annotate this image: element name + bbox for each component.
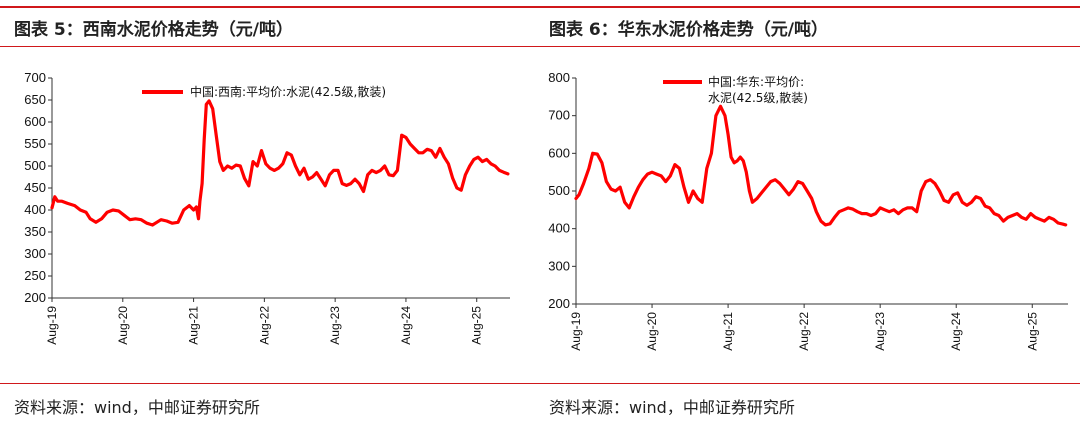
x-tick-label: Aug-25 [1025, 312, 1039, 351]
top-rule [0, 6, 535, 8]
chart-title: 图表 6：华东水泥价格走势（元/吨） [549, 20, 828, 40]
y-tick-label: 600 [24, 114, 46, 129]
source-rule [535, 383, 1080, 384]
x-tick-label: Aug-21 [721, 312, 735, 351]
y-tick-label: 550 [24, 136, 46, 151]
y-tick-label: 250 [24, 268, 46, 283]
title-rule [535, 46, 1080, 47]
x-tick-label: Aug-24 [949, 312, 963, 351]
source-note: 资料来源：wind，中邮证券研究所 [14, 398, 260, 417]
right-chart-panel: 图表 6：华东水泥价格走势（元/吨） 200 300 400 500 600 700 800… [535, 0, 1080, 434]
y-tick-label: 300 [548, 258, 570, 273]
legend-label: 中国:西南:平均价:水泥(42.5级,散装) [190, 84, 386, 99]
x-tick-label: Aug-19 [569, 312, 583, 351]
y-tick-label: 350 [24, 224, 46, 239]
y-tick-label: 500 [24, 158, 46, 173]
y-tick-label: 800 [548, 70, 570, 85]
y-tick-label: 400 [548, 221, 570, 236]
legend-label: 中国:华东:平均价:水泥(42.5级,散装) [708, 74, 808, 105]
y-tick-label: 650 [24, 92, 46, 107]
x-tick-label: Aug-19 [45, 306, 59, 345]
y-tick-label: 700 [548, 108, 570, 123]
x-tick-label: Aug-22 [257, 306, 271, 345]
x-tick-label: Aug-23 [873, 312, 887, 351]
x-tick-label: Aug-24 [399, 306, 413, 345]
y-tick-label: 200 [24, 290, 46, 305]
x-tick-label: Aug-21 [187, 306, 201, 345]
title-rule [0, 46, 535, 47]
y-tick-label: 200 [548, 296, 570, 311]
east-china-cement-price-chart: 200 300 400 500 600 700 800 Aug-19 Aug-20 Aug-21 A… [548, 70, 1068, 351]
left-chart-panel: 图表 5：西南水泥价格走势（元/吨） 200 250 300 350 400 450 500… [0, 0, 535, 434]
y-tick-label: 450 [24, 180, 46, 195]
top-rule [535, 6, 1080, 8]
source-rule [0, 383, 535, 384]
x-tick-label: Aug-20 [116, 306, 130, 345]
price-series-line [50, 99, 510, 227]
x-tick-label: Aug-23 [328, 306, 342, 345]
x-tick-label: Aug-20 [645, 312, 659, 351]
price-series-line [574, 104, 1068, 227]
y-tick-label: 400 [24, 202, 46, 217]
y-tick-label: 600 [548, 145, 570, 160]
y-tick-label: 300 [24, 246, 46, 261]
x-tick-label: Aug-25 [470, 306, 484, 345]
x-tick-label: Aug-22 [797, 312, 811, 351]
y-tick-label: 700 [24, 70, 46, 85]
southwest-cement-price-chart: 200 250 300 350 400 450 500 550 600 650 700 Aug-19 A… [24, 70, 510, 345]
chart-title: 图表 5：西南水泥价格走势（元/吨） [14, 20, 293, 40]
source-note: 资料来源：wind，中邮证券研究所 [549, 398, 795, 417]
y-tick-label: 500 [548, 183, 570, 198]
